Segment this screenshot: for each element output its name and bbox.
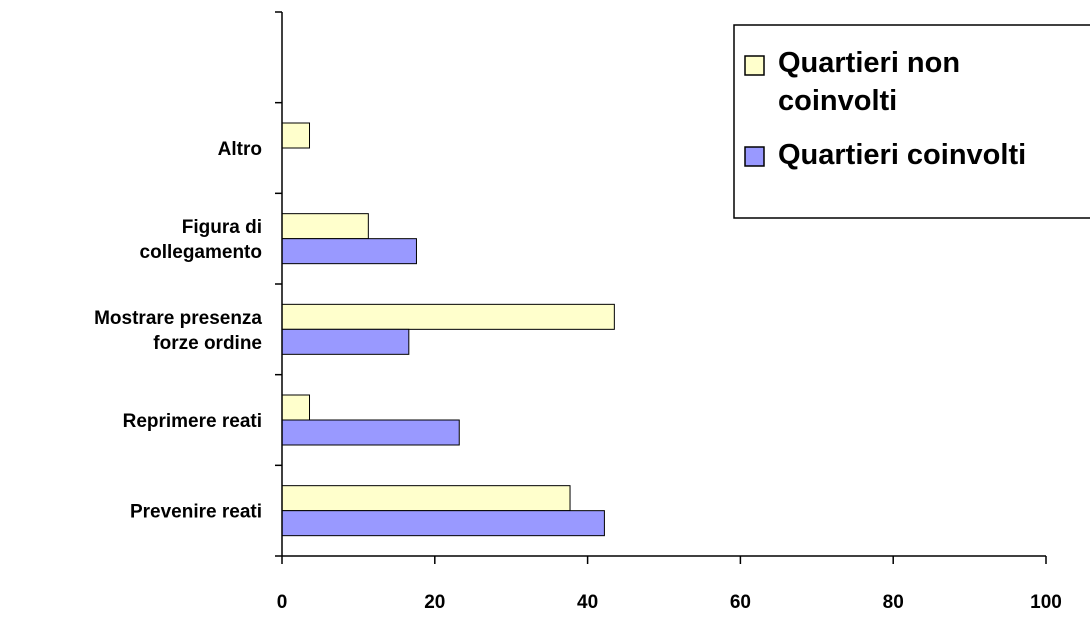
legend-box [733, 24, 1090, 219]
legend-label: Quartieri non [778, 47, 960, 79]
category-label: Mostrare presenza [94, 308, 262, 329]
category-label: collegamento [140, 242, 262, 263]
category-label: Prevenire reati [130, 502, 262, 523]
bar-quartieri-coinvolti [281, 238, 417, 265]
category-label: Figura di [182, 217, 262, 238]
category-label: Altro [218, 139, 262, 160]
x-tick-label: 60 [730, 592, 751, 613]
category-label: forze ordine [153, 333, 262, 354]
x-tick-label: 20 [424, 592, 445, 613]
bar-quartieri-non-coinvolti [281, 394, 311, 421]
legend-label: coinvolti [778, 85, 897, 117]
bar-quartieri-coinvolti [281, 419, 460, 446]
bar-quartieri-non-coinvolti [281, 485, 571, 512]
category-label: Reprimere reati [123, 411, 262, 432]
legend-label: Quartieri coinvolti [778, 139, 1026, 171]
x-tick-label: 80 [883, 592, 904, 613]
legend-swatch [744, 55, 765, 76]
bar-quartieri-coinvolti [281, 510, 605, 537]
bar-quartieri-coinvolti [281, 328, 410, 355]
x-tick-label: 100 [1030, 592, 1062, 613]
bar-quartieri-non-coinvolti [281, 303, 615, 330]
bar-quartieri-non-coinvolti [281, 213, 369, 240]
legend-swatch [744, 146, 765, 167]
x-tick-label: 40 [577, 592, 598, 613]
x-tick-label: 0 [277, 592, 288, 613]
bar-quartieri-non-coinvolti [281, 122, 311, 149]
